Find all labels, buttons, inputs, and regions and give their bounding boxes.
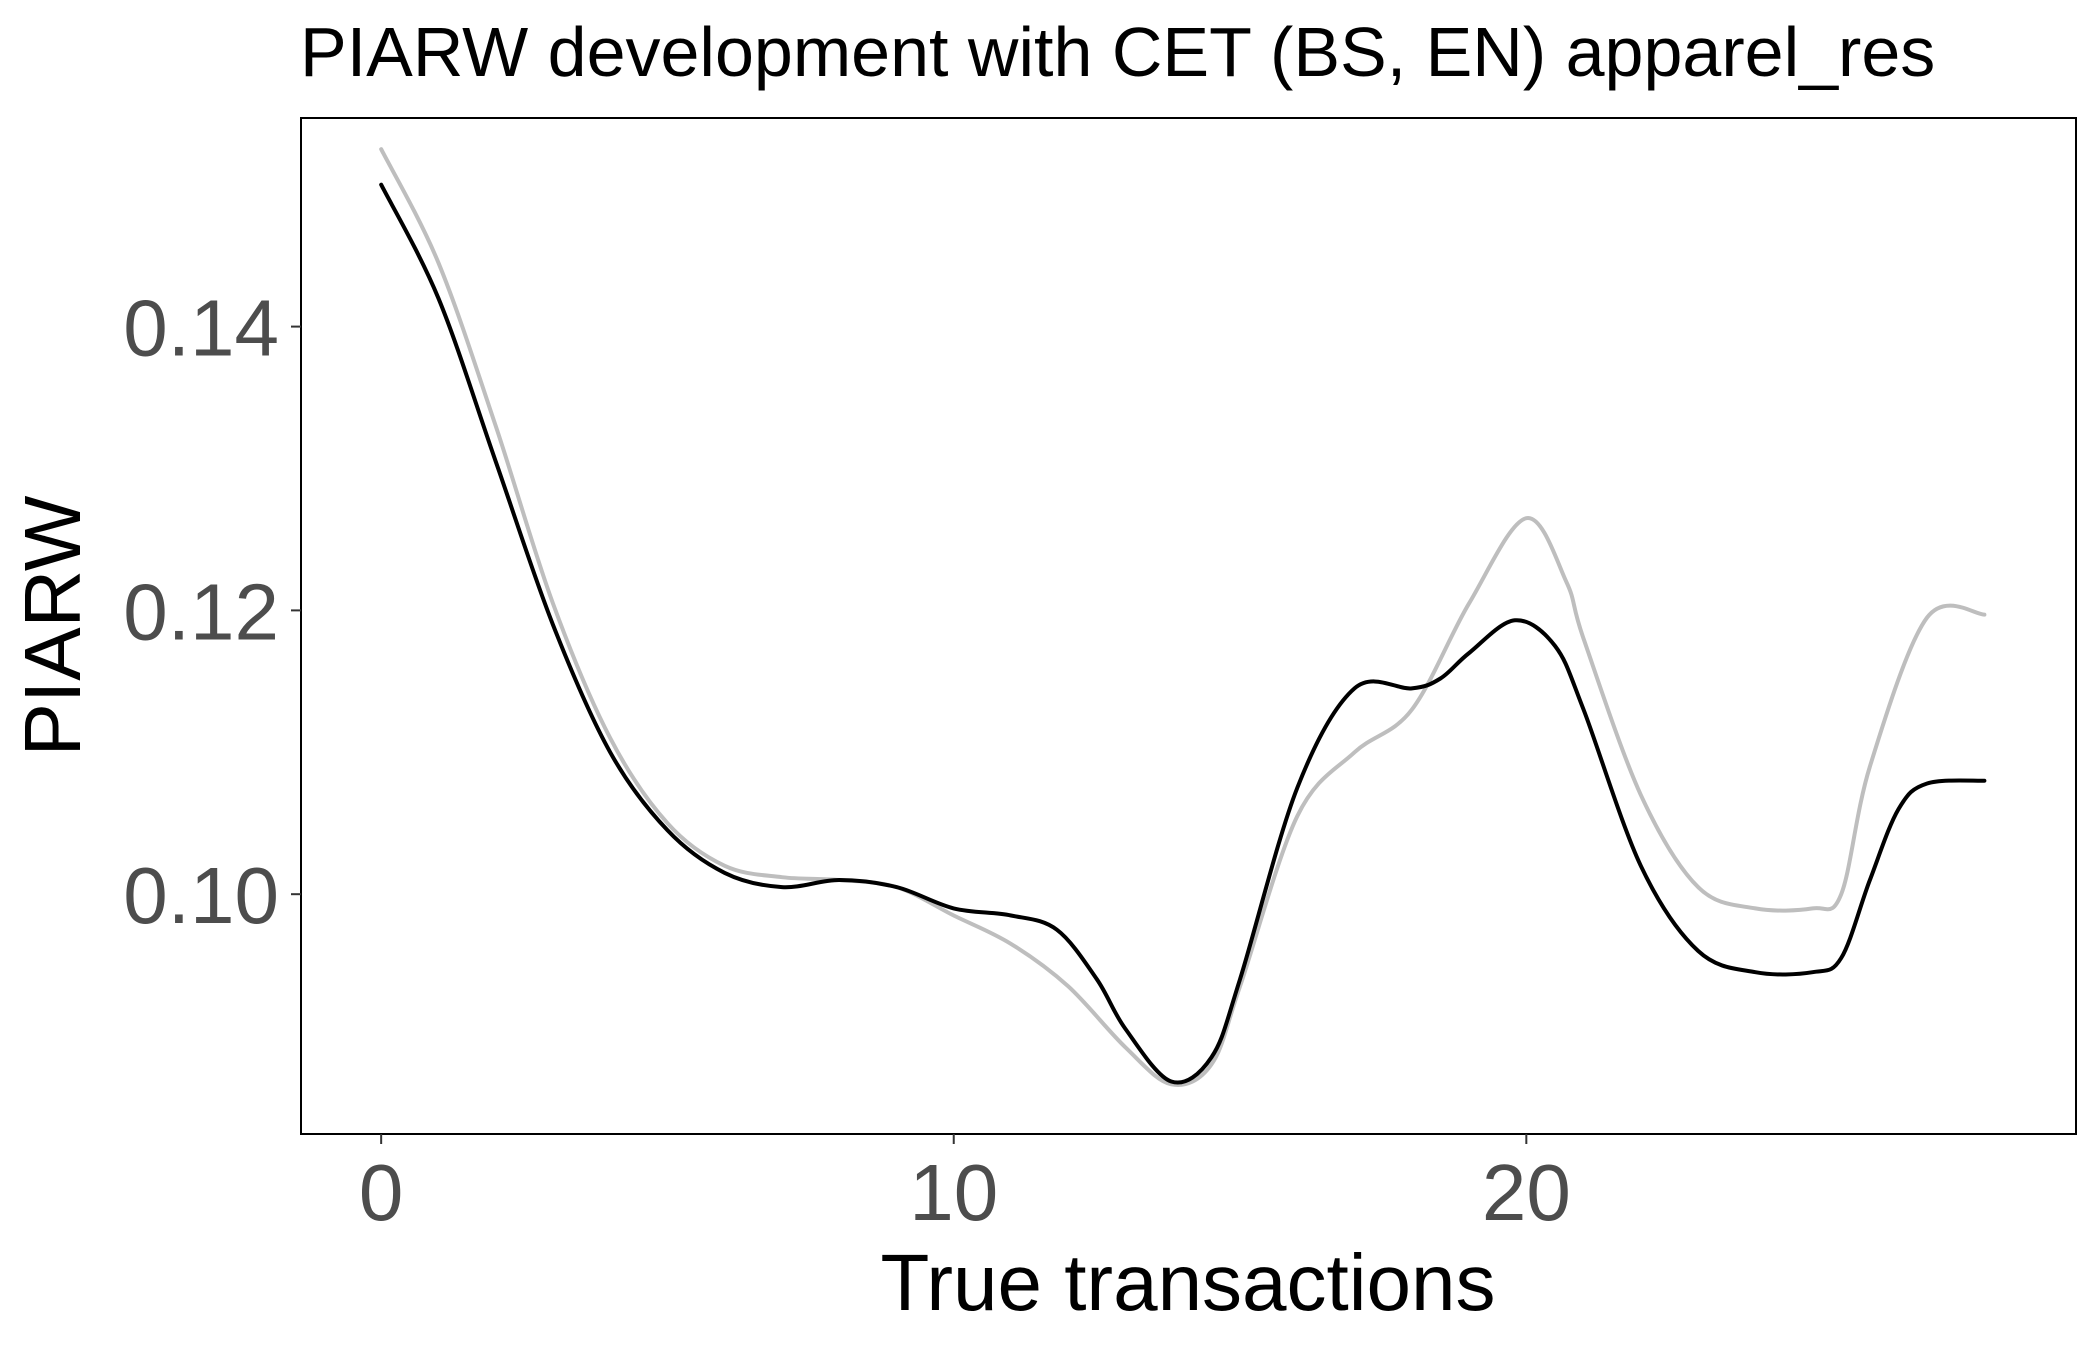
y-tick-label: 0.10 — [123, 851, 279, 940]
x-axis: 0 10 20 — [359, 1134, 1571, 1237]
x-axis-label: True transactions — [880, 1238, 1495, 1327]
series-line-2 — [379, 182, 1987, 1085]
y-axis: 0.10 0.12 0.14 — [123, 284, 301, 940]
y-tick-label: 0.12 — [123, 567, 279, 656]
x-tick-label: 0 — [359, 1148, 404, 1237]
plot-panel — [300, 117, 2077, 1135]
series-line-1 — [379, 147, 1987, 1087]
y-axis-label: PIARW — [8, 495, 97, 756]
x-tick-label: 20 — [1482, 1148, 1571, 1237]
x-tick-label: 10 — [909, 1148, 998, 1237]
series-layer — [379, 147, 1987, 1087]
y-tick-label: 0.14 — [123, 284, 279, 373]
chart-title: PIARW development with CET (BS, EN) appa… — [300, 13, 1935, 91]
